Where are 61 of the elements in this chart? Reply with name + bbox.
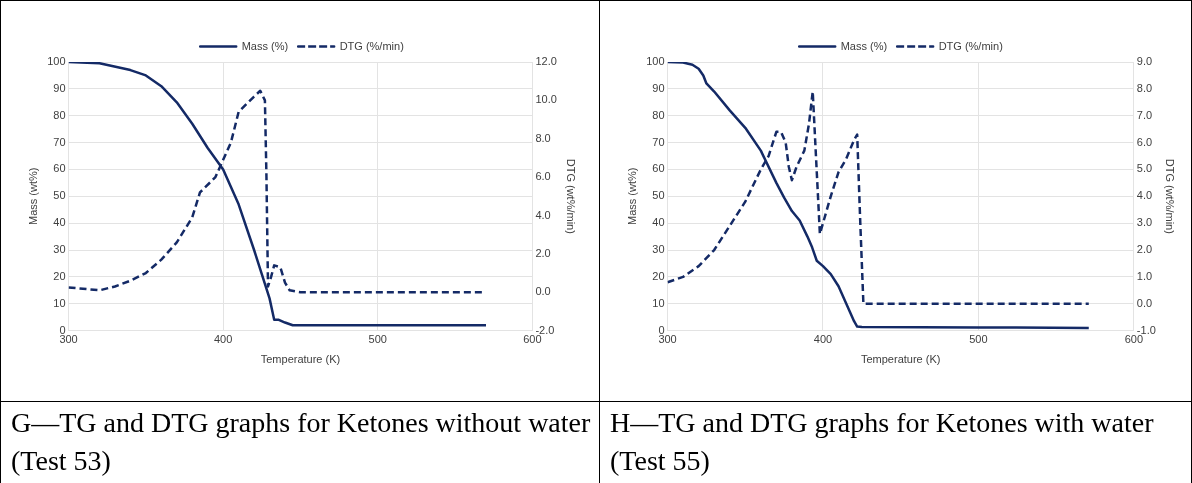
- y-tick-label: 60: [652, 162, 665, 175]
- y2-tick-label: 4.0: [535, 208, 551, 221]
- x-tick-label: 600: [523, 333, 542, 346]
- text: G—TG and DTG graphs for Ketones without water (Test 53): [11, 406, 591, 478]
- y-tick-label: 30: [53, 243, 66, 256]
- y-tick-label: 50: [652, 189, 665, 202]
- y-axis-title: Mass (wt%): [625, 167, 638, 226]
- legend-label: DTG (%/min): [339, 39, 404, 52]
- y2-tick-label: 0.0: [535, 285, 551, 298]
- y-tick-label: 10: [53, 296, 66, 309]
- x-tick-label: 500: [969, 333, 988, 346]
- y2-tick-label: 6.0: [535, 170, 551, 183]
- x-tick-label: 300: [658, 333, 677, 346]
- y2-tick-label: 2.0: [535, 246, 551, 259]
- y-tick-label: 40: [652, 216, 665, 229]
- y-tick-label: 0: [59, 323, 66, 336]
- y2-tick-label: 6.0: [1136, 135, 1153, 148]
- y-tick-label: 20: [53, 269, 66, 282]
- y-tick-label: 0: [658, 323, 665, 336]
- text: H—TG and DTG graphs for Ketones with water (Test 55): [610, 406, 1155, 478]
- y-tick-label: 80: [652, 108, 665, 121]
- y-tick-label: 80: [53, 108, 66, 121]
- y2-tick-label: 7.0: [1136, 108, 1153, 121]
- y-axis-title: Mass (wt%): [26, 167, 39, 226]
- y-tick-label: 70: [53, 135, 66, 148]
- legend-label: DTG (%/min): [938, 39, 1003, 52]
- y2-axis-title: DTG (wt%/min): [565, 158, 578, 234]
- y2-tick-label: 8.0: [1136, 81, 1153, 94]
- y-tick-label: 70: [652, 135, 665, 148]
- y2-tick-label: 5.0: [1136, 162, 1153, 175]
- y2-tick-label: 9.0: [1136, 55, 1153, 68]
- y-tick-label: 30: [652, 243, 665, 256]
- y2-tick-label: 8.0: [535, 131, 551, 144]
- x-axis-title: Temperature (K): [260, 353, 341, 366]
- y-tick-label: 100: [47, 55, 66, 68]
- y-tick-label: 90: [53, 81, 66, 94]
- y-tick-label: 40: [53, 216, 66, 229]
- x-tick-label: 400: [213, 333, 233, 346]
- x-tick-label: 600: [1124, 333, 1144, 346]
- y2-tick-label: -2.0: [535, 323, 555, 336]
- y-tick-label: 100: [646, 55, 665, 68]
- y2-tick-label: -1.0: [1136, 323, 1156, 336]
- y2-tick-label: 2.0: [1136, 243, 1153, 256]
- y2-tick-label: 12.0: [535, 55, 557, 68]
- legend-label: Mass (%): [840, 39, 888, 52]
- x-tick-label: 400: [813, 333, 833, 346]
- y-tick-label: 90: [652, 81, 665, 94]
- legend-label: Mass (%): [241, 39, 289, 52]
- y2-tick-label: 4.0: [1136, 189, 1153, 202]
- y2-tick-label: 3.0: [1136, 216, 1153, 229]
- y2-tick-label: 0.0: [1136, 296, 1153, 309]
- y-tick-label: 50: [53, 189, 66, 202]
- x-tick-label: 300: [59, 333, 78, 346]
- y-tick-label: 10: [652, 296, 665, 309]
- x-axis-title: Temperature (K): [860, 353, 941, 366]
- x-tick-label: 500: [368, 333, 387, 346]
- y-tick-label: 20: [652, 269, 665, 282]
- y-tick-label: 60: [53, 162, 66, 175]
- y2-axis-title: DTG (wt%/min): [1164, 158, 1177, 234]
- y2-tick-label: 10.0: [535, 93, 557, 106]
- y2-tick-label: 1.0: [1136, 269, 1153, 282]
